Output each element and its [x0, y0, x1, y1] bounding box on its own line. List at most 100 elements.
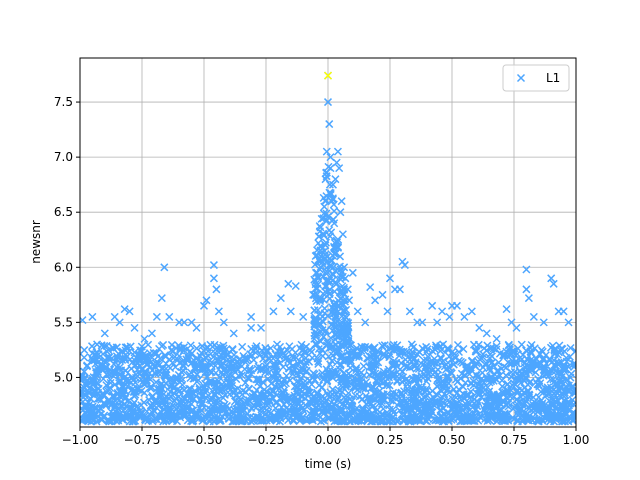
data-point	[120, 305, 129, 314]
x-tick-label: 0.00	[315, 433, 342, 447]
y-axis-label: newsnr	[29, 220, 43, 264]
data-point	[321, 287, 330, 296]
data-point	[316, 294, 325, 303]
data-point	[333, 265, 342, 274]
y-tick-label: 7.5	[54, 95, 73, 109]
series-points	[80, 71, 573, 349]
band-markers	[80, 340, 576, 426]
data-point	[329, 305, 338, 314]
y-tick-label: 5.5	[54, 315, 73, 329]
data-point	[338, 318, 347, 328]
data-point	[286, 307, 295, 316]
data-point	[438, 307, 447, 316]
data-point	[310, 314, 319, 324]
data-point	[329, 200, 338, 209]
data-point	[323, 339, 332, 348]
x-tick-label: −1.00	[62, 433, 99, 447]
x-tick-label: 0.75	[501, 433, 528, 447]
data-point	[313, 329, 322, 338]
data-point	[323, 337, 332, 346]
legend-box	[502, 64, 570, 92]
data-point	[276, 294, 285, 303]
data-point	[334, 307, 343, 316]
data-point	[328, 194, 337, 203]
data-point	[337, 197, 346, 206]
data-point	[311, 268, 320, 277]
data-point	[325, 294, 334, 303]
data-point	[315, 222, 324, 231]
data-point	[130, 323, 139, 332]
data-point	[229, 329, 238, 338]
legend: L1	[502, 64, 570, 92]
data-point	[332, 279, 341, 288]
data-point	[366, 283, 375, 292]
data-point	[140, 334, 149, 343]
y-tick-label: 7.0	[54, 150, 73, 164]
data-point	[445, 312, 454, 321]
data-point	[322, 192, 331, 201]
data-point	[322, 258, 331, 267]
data-point	[199, 301, 209, 310]
data-point	[209, 261, 218, 270]
x-tick-label: −0.25	[248, 433, 285, 447]
data-point	[361, 318, 370, 327]
data-point	[336, 294, 345, 303]
x-tick-label: 0.50	[439, 433, 466, 447]
data-point	[326, 232, 335, 241]
data-point	[340, 312, 349, 321]
x-axis-label: time (s)	[305, 457, 352, 471]
data-point	[492, 334, 501, 343]
data-point	[322, 326, 331, 335]
data-point	[512, 323, 521, 332]
data-point	[348, 268, 357, 277]
y-ticks: 5.0 5.5 6.0 6.5 7.0 7.5	[54, 95, 80, 384]
data-point	[311, 280, 320, 289]
x-tick-label: −0.75	[124, 433, 161, 447]
data-point	[310, 306, 319, 315]
data-point	[325, 180, 334, 189]
data-point	[322, 172, 331, 181]
data-point	[315, 232, 324, 241]
data-point	[209, 274, 218, 283]
y-tick-label: 6.0	[54, 260, 73, 274]
data-point	[529, 312, 538, 321]
x-tick-label: −0.50	[186, 433, 223, 447]
x-ticks: −1.00 −0.75 −0.50 −0.25 0.00 0.25 0.50 0.75 1.00	[62, 427, 589, 447]
data-point	[319, 272, 328, 281]
data-point	[247, 312, 256, 321]
data-point	[329, 270, 338, 279]
data-point	[257, 323, 266, 332]
data-point	[385, 274, 395, 283]
data-point	[395, 285, 404, 294]
data-point	[312, 340, 321, 349]
data-point	[316, 242, 325, 252]
data-point	[335, 164, 344, 173]
data-point	[165, 312, 174, 321]
data-point	[311, 251, 320, 261]
data-point	[336, 271, 345, 281]
data-point	[180, 318, 189, 327]
data-point	[115, 318, 124, 327]
data-point	[336, 252, 345, 261]
data-point	[332, 332, 341, 341]
y-tick-label: 6.5	[54, 205, 73, 219]
data-point	[338, 300, 347, 309]
data-point	[482, 329, 491, 338]
legend-label: L1	[546, 71, 560, 85]
data-point	[433, 318, 442, 327]
data-point	[524, 294, 533, 303]
data-point	[333, 147, 342, 156]
data-point	[324, 287, 333, 296]
data-point	[317, 214, 326, 223]
dense-background-band	[80, 340, 576, 426]
data-point	[329, 215, 338, 224]
data-point	[125, 307, 134, 316]
data-point	[299, 312, 308, 321]
data-point	[330, 278, 339, 287]
y-tick-label: 5.0	[54, 370, 73, 384]
data-point	[522, 265, 531, 274]
data-point	[88, 312, 97, 321]
data-point	[330, 207, 339, 216]
data-point	[547, 274, 556, 283]
data-point	[192, 323, 201, 332]
